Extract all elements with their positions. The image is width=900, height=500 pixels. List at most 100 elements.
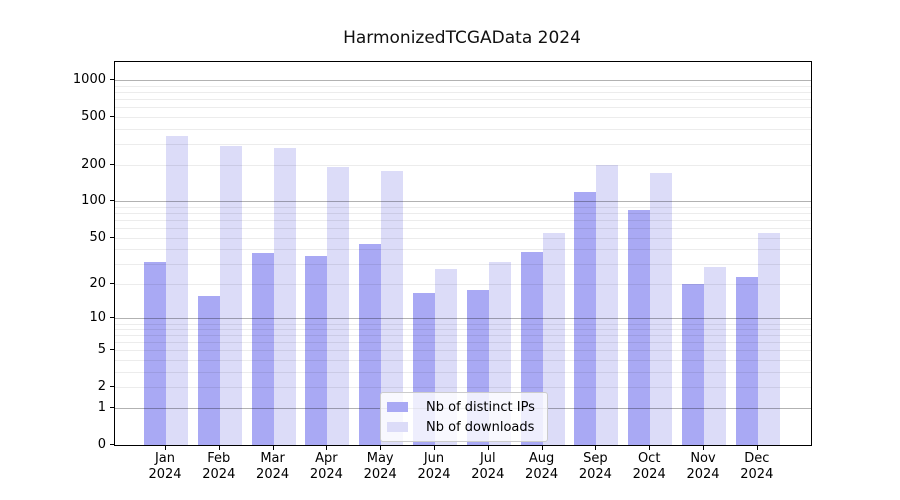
y-axis-tick-label: 5 <box>97 342 106 358</box>
x-axis-tick-label-line: 2024 <box>417 467 451 482</box>
legend: Nb of distinct IPs Nb of downloads <box>380 392 548 442</box>
plot-area <box>114 61 812 446</box>
legend-row-distinct-ips: Nb of distinct IPs <box>387 397 535 417</box>
bar-distinct-ips <box>144 262 166 445</box>
y-axis-tick-label: 50 <box>89 229 106 245</box>
bar-downloads <box>757 232 780 445</box>
y-axis-tick-label: 0 <box>97 437 106 452</box>
x-axis-tick-label-line: Apr <box>315 451 338 466</box>
x-axis-tick-mark <box>703 446 704 450</box>
bar-distinct-ips <box>197 295 220 445</box>
y-axis-tick-label: 20 <box>89 276 106 292</box>
y-axis-tick-mark <box>110 317 114 319</box>
legend-swatch-distinct-ips <box>387 402 408 412</box>
y-axis-tick-label: 200 <box>81 157 106 173</box>
x-axis-tick-label: Jan 2024 <box>133 451 197 483</box>
bar-distinct-ips <box>305 255 328 445</box>
x-axis-tick-label: Sep 2024 <box>563 451 627 483</box>
bar-downloads <box>704 267 726 445</box>
y-axis-tick-mark <box>110 200 114 202</box>
y-axis-tick-mark <box>110 444 114 445</box>
x-axis-tick-label-line: Sep <box>583 451 608 466</box>
bar-distinct-ips <box>628 209 651 445</box>
bar-downloads <box>381 171 404 445</box>
y-axis-tick-mark <box>110 115 114 117</box>
chart-title: HarmonizedTCGAData 2024 <box>343 28 581 48</box>
x-axis-tick-mark <box>326 446 328 450</box>
y-axis-tick-mark <box>110 236 114 238</box>
x-axis-tick-label: Dec 2024 <box>725 451 789 483</box>
x-axis-tick-label: Oct 2024 <box>617 451 681 483</box>
x-axis-tick-label-line: Jul <box>479 451 496 466</box>
x-axis-tick-mark <box>595 446 597 450</box>
bar-distinct-ips <box>574 191 597 445</box>
x-axis-tick-mark <box>541 446 543 450</box>
x-axis-tick-label-line: 2024 <box>202 467 236 482</box>
x-axis-tick-label-line: 2024 <box>363 467 397 482</box>
bar-downloads <box>273 148 296 445</box>
y-axis-tick-label: 100 <box>81 193 106 209</box>
x-axis-tick-label: Aug 2024 <box>510 451 574 483</box>
y-axis-tick-mark <box>110 79 114 81</box>
y-axis-tick-label: 2 <box>97 379 106 395</box>
bar-downloads <box>650 173 673 445</box>
x-axis-tick-label: Apr 2024 <box>294 451 358 483</box>
legend-label-downloads: Nb of downloads <box>426 419 535 435</box>
bar-distinct-ips <box>359 244 382 445</box>
x-axis-tick-label-line: 2024 <box>632 467 666 482</box>
y-axis-tick-label: 500 <box>81 108 106 124</box>
x-axis-tick-label-line: 2024 <box>471 467 505 482</box>
x-axis-tick-mark <box>434 446 435 450</box>
x-axis-tick-label-line: 2024 <box>256 467 290 482</box>
x-axis-tick-label: Feb 2024 <box>187 451 251 483</box>
bar-downloads <box>219 146 242 445</box>
legend-swatch-downloads <box>387 422 408 432</box>
x-axis-tick-mark <box>165 446 166 450</box>
x-axis-tick-label-line: 2024 <box>309 467 343 482</box>
x-axis-tick-label-line: Mar <box>260 451 285 466</box>
x-axis-tick-mark <box>380 446 382 450</box>
bar-distinct-ips <box>682 284 704 445</box>
x-axis-tick-label: Jun 2024 <box>402 451 466 483</box>
x-axis-tick-label: May 2024 <box>348 451 412 483</box>
bar-distinct-ips <box>735 277 758 445</box>
x-axis-tick-label-line: Jun <box>423 451 445 466</box>
bar-distinct-ips <box>251 253 274 445</box>
bar-downloads <box>596 165 619 445</box>
y-axis-tick-mark <box>110 164 114 166</box>
y-axis-tick-mark <box>110 386 114 388</box>
bars-layer <box>115 62 811 445</box>
x-axis-tick-label-line: Aug <box>528 451 555 466</box>
x-axis-tick-mark <box>218 446 220 450</box>
x-axis-tick-label-line: 2024 <box>740 467 774 482</box>
y-axis-tick-label: 10 <box>89 310 106 326</box>
bar-downloads <box>327 167 350 445</box>
x-axis-tick-label-line: Jan <box>154 451 176 466</box>
x-axis-tick-label-line: Oct <box>637 451 661 466</box>
legend-label-distinct-ips: Nb of distinct IPs <box>426 399 535 415</box>
y-axis-tick-mark <box>110 349 114 351</box>
x-axis-tick-label: Jul 2024 <box>456 451 520 483</box>
x-axis-tick-mark <box>272 446 274 450</box>
bar-downloads <box>166 135 188 445</box>
y-axis-tick-mark <box>110 407 114 409</box>
y-axis-tick-label: 1 <box>97 400 106 416</box>
x-axis-tick-label-line: Dec <box>744 451 770 466</box>
x-axis-tick-label-line: 2024 <box>525 467 559 482</box>
x-axis-tick-label-line: Nov <box>690 451 716 466</box>
x-axis-tick-label: Nov 2024 <box>671 451 735 483</box>
x-axis-tick-label-line: 2024 <box>686 467 720 482</box>
x-axis-tick-label: Mar 2024 <box>241 451 305 483</box>
y-axis-tick-label: 1000 <box>72 72 106 88</box>
x-axis-tick-mark <box>756 446 758 450</box>
legend-row-downloads: Nb of downloads <box>387 417 535 437</box>
bar-downloads <box>542 232 565 445</box>
x-axis-tick-label-line: Feb <box>207 451 231 466</box>
x-axis-tick-label-line: 2024 <box>578 467 612 482</box>
x-axis-tick-label-line: 2024 <box>148 467 182 482</box>
x-axis-tick-mark <box>649 446 651 450</box>
x-axis-tick-mark <box>487 446 489 450</box>
x-axis-tick-label-line: May <box>366 451 394 466</box>
y-axis-tick-mark <box>110 283 114 285</box>
